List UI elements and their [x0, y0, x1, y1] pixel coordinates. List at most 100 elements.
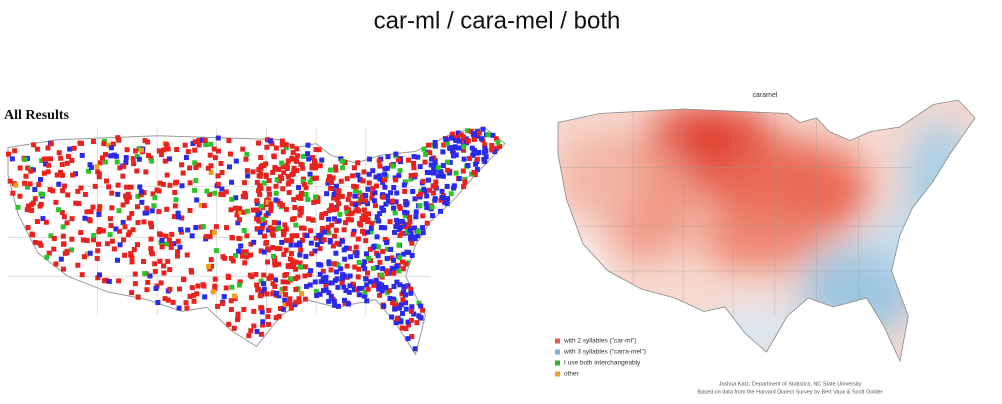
- response-dot: [273, 183, 279, 189]
- response-dot: [233, 158, 239, 164]
- response-dot: [76, 201, 82, 207]
- response-dot: [182, 142, 188, 148]
- response-dot: [117, 242, 123, 248]
- response-dot: [364, 298, 370, 304]
- response-dot: [446, 170, 452, 176]
- response-dot: [343, 220, 349, 226]
- response-dot: [257, 229, 263, 235]
- response-dot: [213, 224, 219, 230]
- response-dot: [230, 258, 236, 264]
- response-dot: [368, 229, 374, 235]
- response-dot: [208, 263, 214, 269]
- response-dot: [397, 168, 403, 174]
- response-dot: [323, 282, 329, 288]
- response-dot: [305, 197, 311, 203]
- response-dot: [453, 134, 459, 140]
- response-dot: [333, 164, 339, 170]
- response-dot: [377, 211, 383, 217]
- response-dot: [123, 155, 129, 161]
- response-dot: [210, 289, 216, 295]
- response-dot: [345, 196, 351, 202]
- response-dot: [369, 220, 375, 226]
- response-dot: [283, 206, 289, 212]
- response-dot: [251, 323, 257, 329]
- response-dot: [158, 280, 164, 286]
- response-dot: [288, 237, 294, 243]
- response-dot: [351, 228, 357, 234]
- response-dot: [298, 161, 304, 167]
- response-dot: [235, 317, 241, 323]
- response-dot: [324, 191, 330, 197]
- response-dot: [489, 147, 495, 153]
- response-dot: [13, 182, 19, 188]
- response-dot: [315, 198, 321, 204]
- response-dot: [158, 232, 164, 238]
- response-dot: [37, 240, 43, 246]
- response-dot: [391, 184, 397, 190]
- response-dot: [29, 231, 35, 237]
- response-dot: [58, 155, 64, 161]
- response-dot: [109, 190, 115, 196]
- response-dot: [30, 167, 36, 173]
- response-dot: [344, 263, 350, 269]
- response-dot: [366, 180, 372, 186]
- response-dot: [257, 183, 263, 189]
- response-dot: [187, 207, 193, 213]
- response-dot: [383, 268, 389, 274]
- response-dot: [457, 145, 463, 151]
- response-dot: [332, 233, 338, 239]
- response-dot: [438, 168, 444, 174]
- response-dot: [232, 205, 238, 211]
- response-dot: [416, 300, 422, 306]
- response-dot: [56, 181, 62, 187]
- response-dot: [378, 272, 384, 278]
- response-dot: [393, 151, 399, 157]
- response-dot: [279, 160, 285, 166]
- response-dot: [312, 279, 318, 285]
- response-dot: [418, 188, 424, 194]
- response-dot: [399, 218, 405, 224]
- response-dot: [260, 216, 266, 222]
- response-dot: [17, 165, 23, 171]
- response-dot: [366, 171, 372, 177]
- response-dot: [170, 299, 176, 305]
- response-dot: [280, 279, 286, 285]
- response-dot: [367, 246, 373, 252]
- response-dot: [121, 237, 127, 243]
- response-dot: [376, 218, 382, 224]
- response-dot: [423, 201, 429, 207]
- response-dot: [401, 289, 407, 295]
- response-dot: [311, 199, 317, 205]
- response-dot: [268, 204, 274, 210]
- response-dot: [403, 179, 409, 185]
- response-dot: [268, 208, 274, 214]
- response-dot: [104, 241, 110, 247]
- response-dot: [384, 256, 390, 262]
- response-dot: [261, 249, 267, 255]
- response-dot: [60, 224, 66, 230]
- response-dot: [25, 184, 31, 190]
- response-dot: [187, 165, 193, 171]
- response-dot: [347, 191, 353, 197]
- response-dot: [109, 238, 115, 244]
- response-dot: [249, 274, 255, 280]
- response-dot: [137, 184, 143, 190]
- response-dot: [377, 259, 383, 265]
- response-dot: [229, 284, 235, 290]
- response-dot: [128, 184, 134, 190]
- legend-label: with 2 syllables ("car-ml"): [563, 338, 637, 345]
- response-dot: [254, 282, 260, 288]
- response-dot: [318, 237, 324, 243]
- response-dot: [219, 186, 225, 192]
- response-dot: [270, 232, 276, 238]
- response-dot: [394, 316, 400, 322]
- response-dot: [300, 176, 306, 182]
- response-dot: [331, 191, 337, 197]
- response-dot: [420, 178, 426, 184]
- response-dot: [282, 302, 288, 308]
- response-dot: [383, 201, 389, 207]
- response-dot: [445, 159, 451, 165]
- response-dot: [373, 174, 379, 180]
- response-dot: [441, 142, 447, 148]
- response-dot: [228, 255, 234, 261]
